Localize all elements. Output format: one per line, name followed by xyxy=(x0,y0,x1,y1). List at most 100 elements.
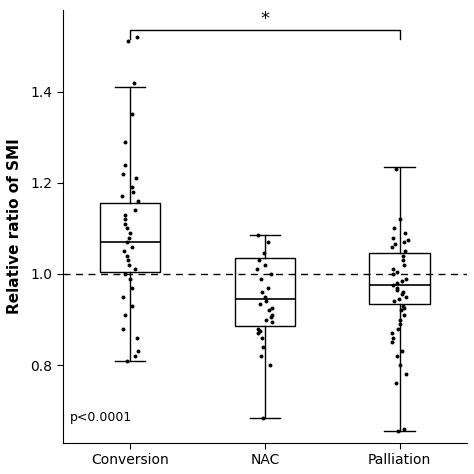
PathPatch shape xyxy=(235,258,295,327)
PathPatch shape xyxy=(369,254,430,304)
Point xyxy=(123,225,131,232)
Point xyxy=(268,270,275,278)
Point xyxy=(134,33,141,41)
Point xyxy=(265,307,273,314)
Point xyxy=(128,243,136,250)
Point xyxy=(256,300,264,308)
Point xyxy=(390,225,398,232)
PathPatch shape xyxy=(100,203,160,272)
Point xyxy=(261,261,269,269)
Point xyxy=(258,288,265,296)
Point xyxy=(393,284,401,292)
Point xyxy=(264,284,271,292)
Point xyxy=(119,170,127,177)
Point xyxy=(269,304,276,312)
Text: p<0.0001: p<0.0001 xyxy=(69,411,132,424)
Point xyxy=(254,265,261,273)
Point xyxy=(264,238,272,246)
Point xyxy=(391,240,399,248)
Point xyxy=(119,325,127,332)
Point xyxy=(121,270,129,278)
Point xyxy=(402,371,410,378)
Point xyxy=(256,327,264,335)
Point xyxy=(396,361,403,369)
Point xyxy=(132,174,140,182)
Point xyxy=(402,275,410,283)
Point xyxy=(132,206,139,214)
Point xyxy=(395,325,402,332)
Point xyxy=(389,234,397,241)
Point xyxy=(392,380,400,387)
Point xyxy=(390,334,397,342)
Point xyxy=(388,243,395,250)
Point xyxy=(400,288,407,296)
Point xyxy=(123,252,130,260)
Point xyxy=(124,256,132,264)
Point xyxy=(130,188,137,196)
Point xyxy=(255,256,263,264)
Point xyxy=(400,311,408,319)
Point xyxy=(127,275,134,283)
Point xyxy=(263,316,270,323)
Point xyxy=(398,277,405,284)
Text: *: * xyxy=(260,10,269,28)
Point xyxy=(404,236,411,244)
Point xyxy=(388,338,396,346)
Point xyxy=(400,256,407,264)
Point xyxy=(388,329,396,337)
Point xyxy=(259,414,266,421)
Point xyxy=(128,110,136,118)
Point xyxy=(121,220,129,228)
Point xyxy=(398,291,406,298)
Point xyxy=(124,38,132,46)
Point xyxy=(392,165,400,173)
Point xyxy=(393,286,401,294)
Point xyxy=(255,325,262,332)
Point xyxy=(399,252,407,260)
Point xyxy=(128,302,136,310)
Point xyxy=(399,302,407,310)
Y-axis label: Relative ratio of SMI: Relative ratio of SMI xyxy=(7,138,22,314)
Point xyxy=(396,316,403,323)
Point xyxy=(400,261,408,269)
Point xyxy=(389,282,396,289)
Point xyxy=(257,275,265,283)
Point xyxy=(396,320,404,328)
Point xyxy=(393,352,401,360)
Point xyxy=(122,211,129,219)
Point xyxy=(401,229,408,237)
Point xyxy=(401,247,409,255)
Point xyxy=(257,352,265,360)
Point xyxy=(128,284,136,292)
Point xyxy=(128,183,136,191)
Point xyxy=(394,428,402,435)
Point xyxy=(125,234,133,241)
Point xyxy=(393,279,401,287)
Point xyxy=(261,293,269,301)
Point xyxy=(389,265,397,273)
Point xyxy=(397,216,404,223)
Point xyxy=(127,229,134,237)
Point xyxy=(258,334,266,342)
Point xyxy=(134,197,141,205)
Point xyxy=(262,298,269,305)
Point xyxy=(126,261,133,269)
Point xyxy=(400,425,408,433)
Point xyxy=(254,329,261,337)
Point xyxy=(260,250,268,257)
Point xyxy=(259,343,267,351)
Point xyxy=(390,270,397,278)
Point xyxy=(123,357,131,365)
Point xyxy=(121,216,129,223)
Point xyxy=(400,238,408,246)
Point xyxy=(118,193,126,201)
Point xyxy=(131,352,139,360)
Point xyxy=(119,293,127,301)
Point xyxy=(131,265,138,273)
Point xyxy=(266,361,274,369)
Point xyxy=(400,304,408,312)
Point xyxy=(267,313,275,321)
Point xyxy=(397,307,404,314)
Point xyxy=(134,347,141,355)
Point xyxy=(123,238,130,246)
